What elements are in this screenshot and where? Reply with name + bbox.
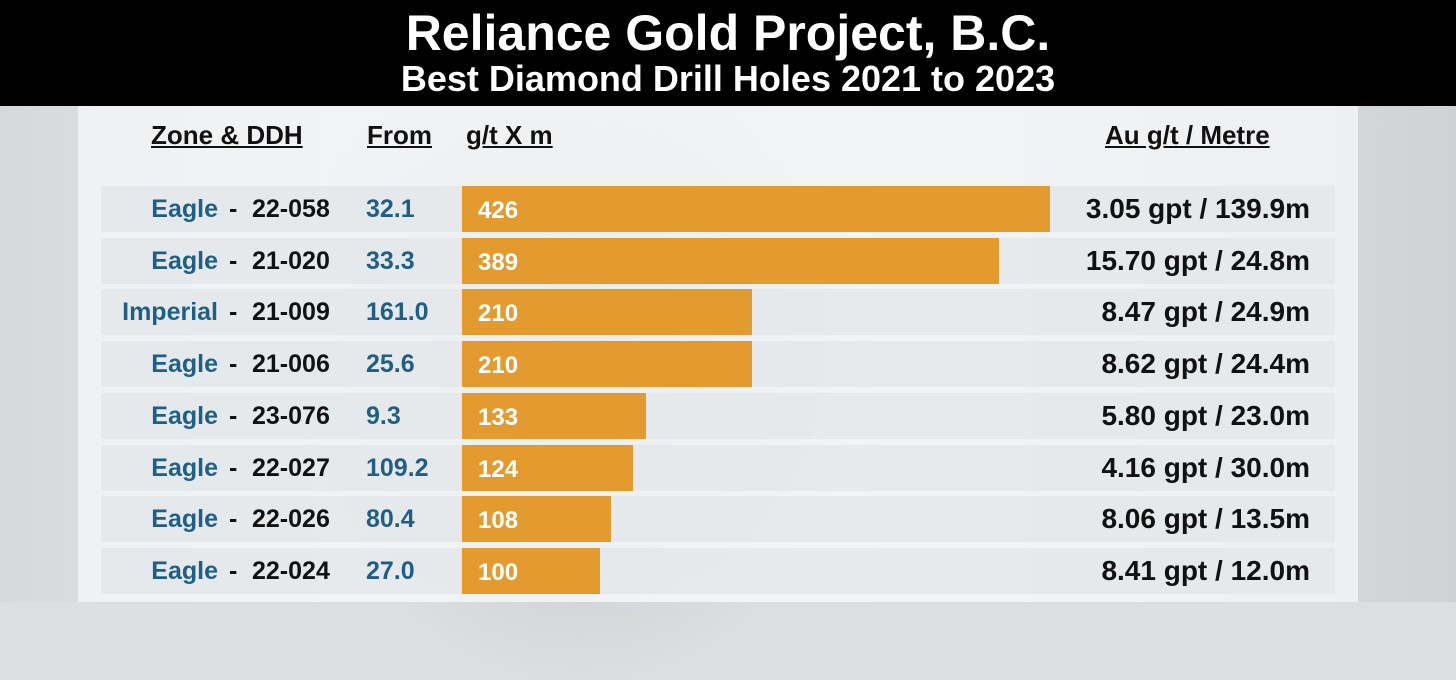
from-value: 80.4 [366,505,415,533]
from-value: 32.1 [366,195,415,223]
zone-label: Eagle [151,505,218,533]
zone-ddh-separator: - [229,195,238,223]
table-row [101,445,1335,491]
zone-ddh-separator: - [229,454,238,482]
au-grade-value: 8.47 gpt / 24.9m [1101,296,1310,327]
zone-ddh-separator: - [229,247,238,275]
zone-label: Eagle [151,454,218,482]
au-grade-value: 3.05 gpt / 139.9m [1085,193,1310,224]
from-value: 33.3 [366,247,415,275]
from-value: 25.6 [366,350,415,378]
ddh-label: 21-020 [252,247,330,275]
bar [462,341,752,387]
bar-value-label: 389 [478,249,519,276]
table-row [101,393,1335,439]
bar [462,186,1050,232]
au-grade-value: 8.41 gpt / 12.0m [1101,555,1310,586]
au-grade-value: 8.06 gpt / 13.5m [1101,503,1310,534]
bar-value-label: 426 [478,197,519,224]
from-value: 161.0 [366,298,429,326]
from-value: 27.0 [366,557,415,585]
ddh-label: 22-024 [252,557,330,585]
bar [462,496,611,542]
au-grade-value: 4.16 gpt / 30.0m [1101,452,1310,483]
ddh-label: 21-006 [252,350,330,378]
ddh-label: 22-027 [252,454,330,482]
column-header-au-grade: Au g/t / Metre [1105,120,1270,150]
bar-value-label: 210 [478,352,519,379]
zone-label: Eagle [151,557,218,585]
zone-ddh-separator: - [229,402,238,430]
zone-ddh-separator: - [229,505,238,533]
chart-title: Reliance Gold Project, B.C. [405,5,1051,61]
table-row [101,496,1335,542]
column-header-zone-ddh: Zone & DDH [151,120,303,150]
zone-ddh-separator: - [229,350,238,378]
bar-value-label: 124 [478,456,519,483]
from-value: 9.3 [366,402,401,430]
ddh-label: 23-076 [252,402,330,430]
bar [462,289,752,335]
table-row [101,548,1335,594]
ddh-label: 22-058 [252,195,330,223]
zone-label: Eagle [151,195,218,223]
bar [462,548,600,594]
ddh-label: 22-026 [252,505,330,533]
au-grade-value: 8.62 gpt / 24.4m [1101,348,1310,379]
zone-label: Eagle [151,247,218,275]
chart-subtitle: Best Diamond Drill Holes 2021 to 2023 [400,58,1056,99]
zone-ddh-separator: - [229,298,238,326]
bar [462,238,999,284]
bar-value-label: 133 [478,404,519,431]
from-value: 109.2 [366,454,429,482]
au-grade-value: 15.70 gpt / 24.8m [1085,245,1310,276]
bar [462,445,633,491]
column-header-gtxm: g/t X m [466,120,553,150]
title-banner: Reliance Gold Project, B.C. Best Diamond… [0,0,1456,106]
ddh-label: 21-009 [252,298,330,326]
au-grade-value: 5.80 gpt / 23.0m [1101,400,1310,431]
bar-value-label: 210 [478,300,519,327]
zone-label: Imperial [122,298,218,326]
zone-ddh-separator: - [229,557,238,585]
column-header-from: From [367,120,432,150]
zone-label: Eagle [151,350,218,378]
bar [462,393,646,439]
bar-value-label: 108 [478,507,519,534]
zone-label: Eagle [151,402,218,430]
bar-value-label: 100 [478,559,519,586]
